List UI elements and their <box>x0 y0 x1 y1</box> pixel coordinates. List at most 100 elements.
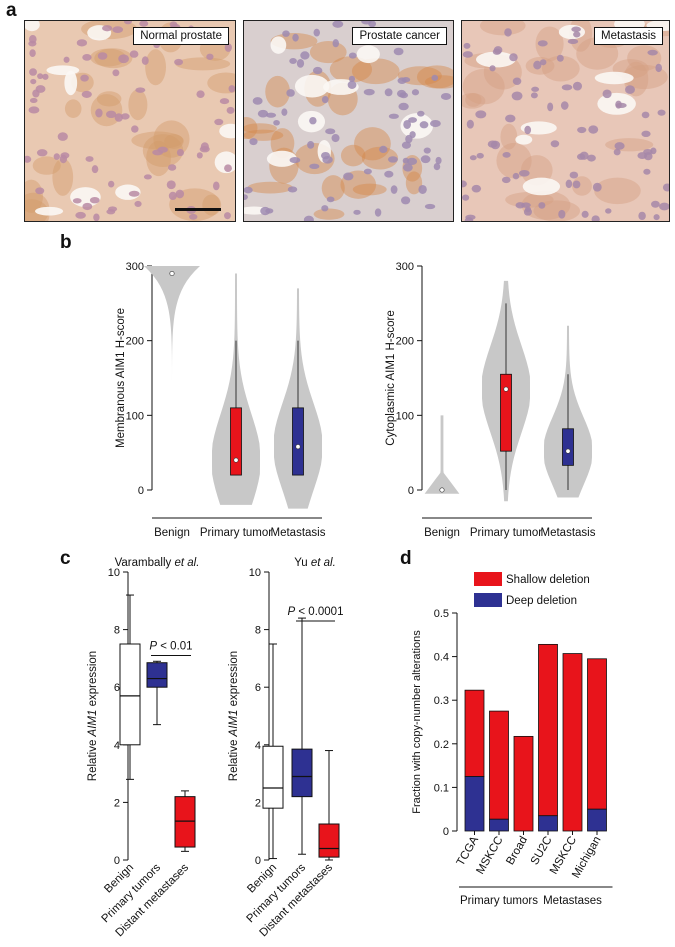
cell-nucleus <box>602 89 612 99</box>
stained-region <box>541 55 580 82</box>
stained-region <box>90 48 127 67</box>
cell-nucleus <box>143 174 152 180</box>
bar-shallow-deletion <box>513 735 534 832</box>
cell-nucleus <box>524 125 532 135</box>
stained-region <box>52 158 74 196</box>
micrograph-label: Normal prostate <box>133 27 229 45</box>
cell-nucleus <box>565 179 573 189</box>
chart-title: Yu et al. <box>294 557 336 569</box>
cell-nucleus <box>537 40 548 47</box>
cell-nucleus <box>539 59 547 66</box>
cell-nucleus <box>95 108 103 118</box>
cell-nucleus <box>199 145 210 153</box>
cell-nucleus <box>141 56 149 65</box>
iqr-box <box>562 428 574 466</box>
cell-nucleus <box>592 182 602 192</box>
stained-region <box>244 123 277 134</box>
cell-nucleus <box>85 156 94 162</box>
x-tick-label: Primary tumor <box>470 527 542 539</box>
cell-nucleus <box>577 126 587 134</box>
cell-nucleus <box>398 102 409 111</box>
cell-nucleus <box>228 85 235 93</box>
cell-nucleus <box>550 140 560 148</box>
cell-nucleus <box>411 89 420 96</box>
cell-nucleus <box>321 151 331 160</box>
y-axis-label: Membranous AIM1 H-score <box>115 308 127 448</box>
cell-nucleus <box>571 26 581 33</box>
cell-nucleus <box>72 198 82 204</box>
cell-nucleus <box>309 116 317 125</box>
stained-region <box>361 146 399 170</box>
bar-shallow-deletion <box>562 653 583 832</box>
cell-nucleus <box>332 21 344 28</box>
x-tick-label: Metastasis <box>541 527 596 539</box>
y-tick-label: 200 <box>126 336 144 348</box>
cell-nucleus <box>572 180 581 189</box>
cell-nucleus <box>379 145 388 154</box>
cell-nucleus <box>469 155 477 161</box>
cell-nucleus <box>106 209 116 215</box>
iqr-box <box>292 407 304 476</box>
cell-nucleus <box>63 56 70 63</box>
cell-nucleus <box>462 180 467 188</box>
stained-region <box>496 142 532 179</box>
cell-nucleus <box>289 58 297 64</box>
cell-nucleus <box>265 112 277 118</box>
cell-nucleus <box>587 154 596 162</box>
cell-nucleus <box>313 28 320 37</box>
stained-region <box>128 89 148 121</box>
cell-nucleus <box>558 209 566 219</box>
stained-region <box>32 156 61 175</box>
micrograph-label: Metastasis <box>594 27 663 45</box>
cell-nucleus <box>260 206 271 216</box>
cell-nucleus <box>312 66 323 75</box>
cell-nucleus <box>591 215 600 221</box>
cell-nucleus <box>97 52 108 60</box>
bar-deep-deletion <box>587 808 607 832</box>
cell-nucleus <box>168 164 177 171</box>
stained-region <box>90 94 123 127</box>
micrograph-prostate-cancer: Prostate cancer <box>243 20 454 222</box>
stained-region <box>465 93 482 107</box>
legend-label: Deep deletion <box>506 595 577 607</box>
group-label: Primary tumors <box>460 895 538 907</box>
cell-nucleus <box>657 109 666 116</box>
cell-nucleus <box>196 152 203 159</box>
violin-shape <box>144 266 200 416</box>
stained-region <box>313 208 345 220</box>
cell-nucleus <box>387 156 398 163</box>
x-tick-label: Benign <box>154 527 190 539</box>
iqr-box <box>119 643 141 746</box>
x-tick-label: TCGA <box>455 834 482 868</box>
scale-bar <box>175 208 221 211</box>
stained-region <box>594 177 641 205</box>
stained-region <box>621 64 668 90</box>
violin-chart-cytoplasmic: Cytoplasmic AIM1 H-score 0 100 200 300 Benign… <box>385 261 596 539</box>
cell-nucleus <box>471 184 482 193</box>
cell-nucleus <box>309 163 320 170</box>
y-tick-label: 8 <box>255 625 261 637</box>
cell-nucleus <box>567 38 579 45</box>
iqr-box <box>262 745 284 809</box>
cell-nucleus <box>530 92 538 99</box>
cell-nucleus <box>128 190 140 197</box>
cell-nucleus <box>257 109 269 118</box>
bar-shallow-deletion <box>489 710 509 820</box>
stained-region <box>96 91 122 107</box>
cell-nucleus <box>303 215 314 221</box>
cell-nucleus <box>28 35 37 44</box>
cell-nucleus <box>475 110 487 119</box>
stained-region <box>265 75 290 108</box>
bar-shallow-deletion <box>587 658 607 810</box>
y-tick-label: 0 <box>255 855 261 867</box>
cell-nucleus <box>224 164 232 173</box>
cell-nucleus <box>662 183 669 192</box>
median-dot <box>169 270 175 276</box>
stained-region <box>340 144 366 167</box>
cell-nucleus <box>219 98 230 105</box>
y-tick-label: 0 <box>408 485 414 497</box>
micrograph-normal-prostate-image <box>25 21 235 221</box>
cell-nucleus <box>538 202 546 209</box>
cell-nucleus <box>226 106 235 114</box>
x-tick-label: SU2C <box>529 835 555 868</box>
